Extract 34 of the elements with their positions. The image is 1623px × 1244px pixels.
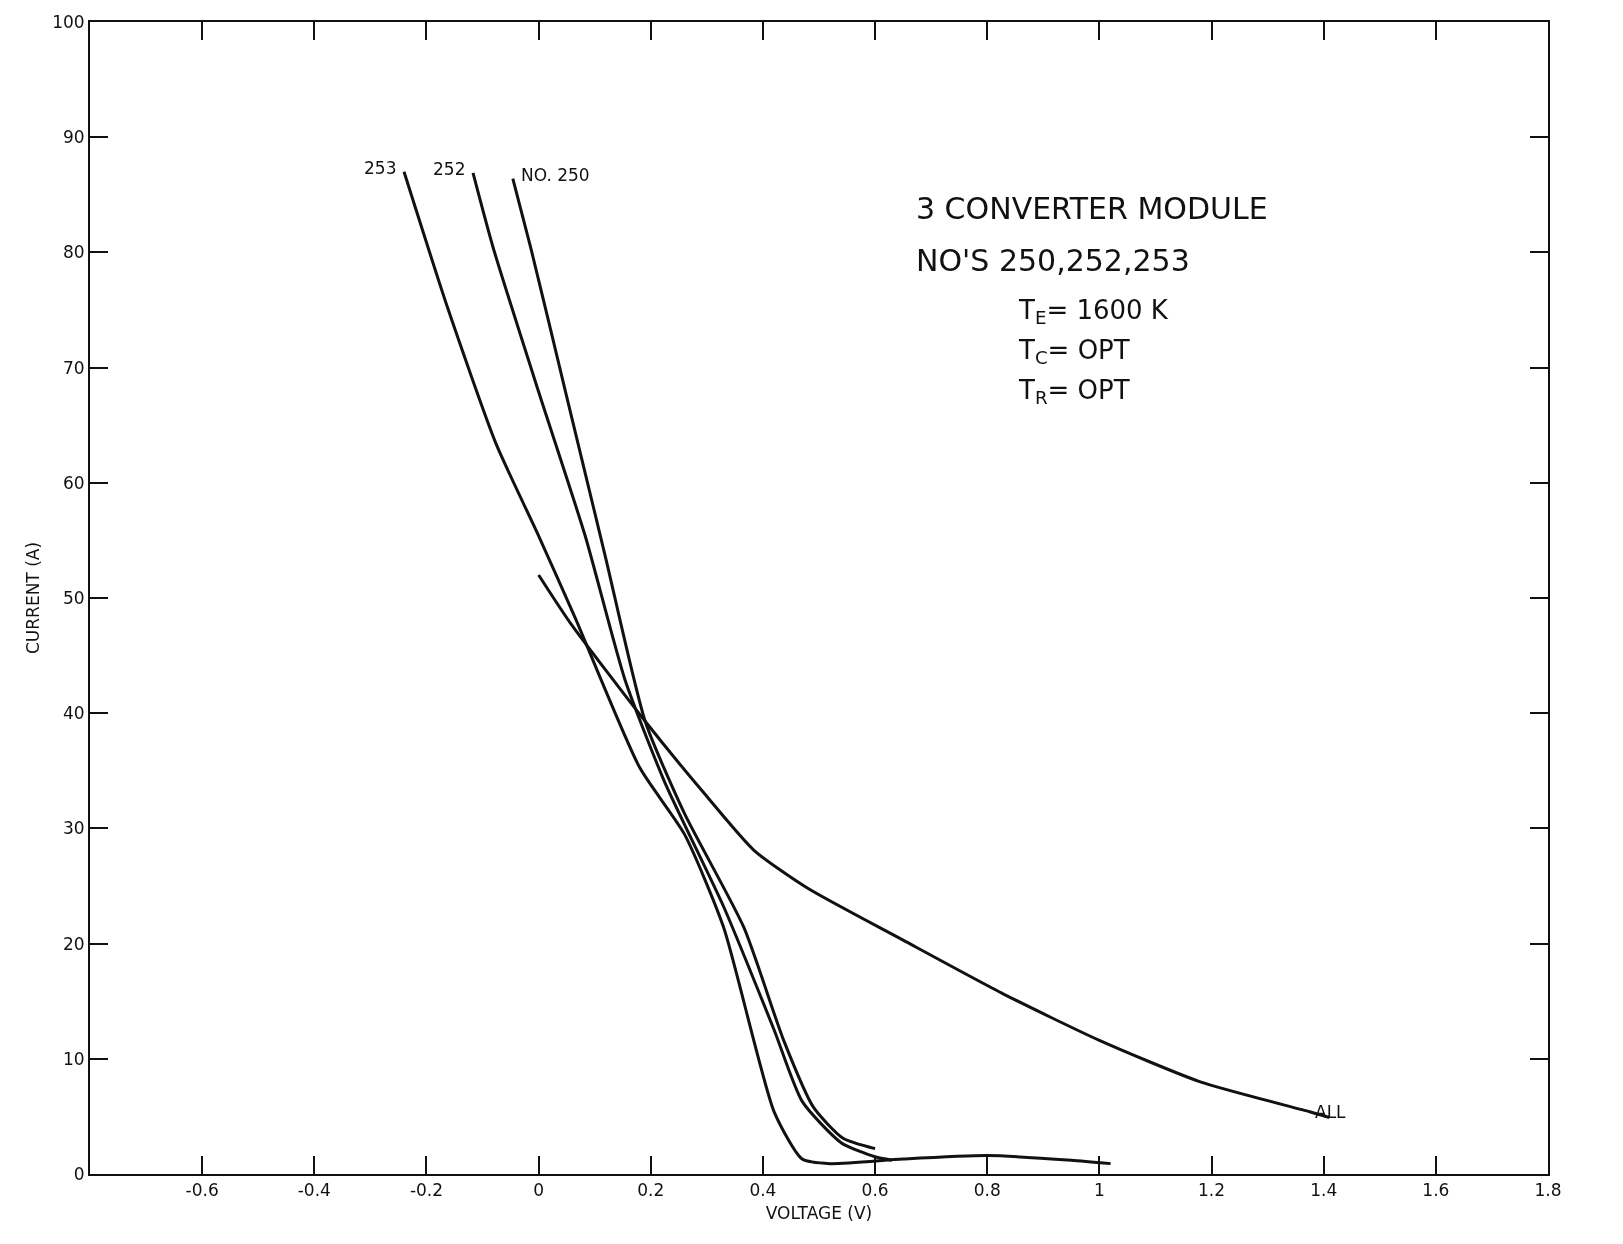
x-tick-label: 0	[533, 1180, 545, 1201]
y-tick-label: 30	[62, 818, 85, 839]
y-axis-title: CURRENT (A)	[23, 541, 44, 655]
y-tick-label: 20	[62, 933, 85, 954]
x-tick-label: 0.2	[637, 1180, 665, 1201]
y-tick-label: 40	[62, 703, 85, 724]
annotation: 3 CONVERTER MODULE	[916, 191, 1268, 226]
series-label: 252	[433, 159, 466, 179]
series-label: NO. 250	[521, 165, 590, 185]
y-tick-label: 10	[62, 1048, 85, 1069]
x-tick-label: 0.8	[973, 1180, 1001, 1201]
annotation: NO'S 250,252,253	[916, 243, 1190, 278]
x-tick-label: 0.4	[749, 1180, 777, 1201]
annotation: T$_{C}$= OPT	[1018, 335, 1130, 369]
y-tick-label: 50	[62, 587, 85, 608]
x-tick-label: 1.8	[1534, 1180, 1562, 1201]
y-tick-label: 60	[62, 472, 85, 493]
y-tick-label: 100	[52, 11, 85, 32]
y-tick-label: 90	[62, 127, 85, 148]
x-tick-label: -0.6	[185, 1180, 219, 1201]
x-tick-label: 1.4	[1310, 1180, 1338, 1201]
x-tick-label: -0.4	[297, 1180, 331, 1201]
x-tick-label: -0.2	[409, 1180, 444, 1201]
y-tick-label: 0	[73, 1163, 85, 1184]
x-tick-label: 1.6	[1422, 1180, 1450, 1201]
y-tick-label: 80	[62, 242, 85, 263]
annotation: T$_{E}$= 1600 K	[1018, 295, 1169, 329]
y-tick-label: 70	[62, 357, 85, 378]
x-tick-label: 0.6	[861, 1180, 889, 1201]
series-label: 253	[364, 158, 397, 178]
x-tick-label: 1	[1093, 1180, 1105, 1201]
x-tick-label: 1.2	[1198, 1180, 1226, 1201]
x-axis-title: VOLTAGE (V)	[765, 1203, 873, 1224]
annotation: T$_{R}$= OPT	[1018, 375, 1130, 409]
